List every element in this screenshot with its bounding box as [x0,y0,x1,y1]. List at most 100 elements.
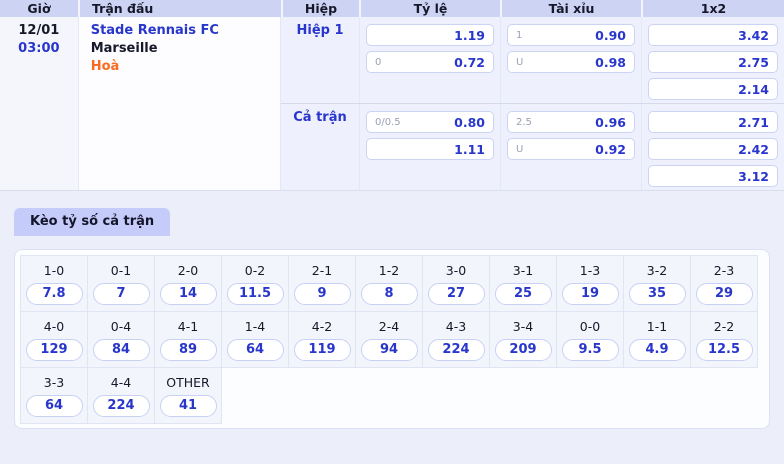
score-odds-button[interactable]: 4.9 [628,339,686,361]
one-x-two-odds-box[interactable]: 2.71 [648,111,778,133]
score-odds-button[interactable]: 19 [561,283,619,305]
period-label: Hiệp 1 [296,23,344,38]
score-odds-cell: 1-3 19 [557,256,624,312]
score-grid: 1-0 7.8 0-1 7 2-0 14 0-2 11.5 2-1 9 1-2 8 3-0 2… [20,255,758,424]
score-odds-cell: 2-3 29 [691,256,758,312]
score-odds-button[interactable]: 11.5 [226,283,284,305]
score-label: 1-2 [378,263,400,278]
score-odds-button[interactable]: 41 [159,395,217,417]
score-odds-button[interactable]: 64 [25,395,83,417]
odds-line: 0 [375,56,382,68]
score-label: 1-1 [646,319,668,334]
score-odds-cell: 2-4 94 [356,312,423,368]
section-first-half: Hiệp 1 1.19 0 0.72 1 0.90 [281,17,784,103]
odds-value: 0.98 [595,54,626,70]
one-x-two-odds-box[interactable]: 2.42 [648,138,778,160]
odds-line: U [516,143,524,155]
score-odds-button[interactable]: 9 [293,283,351,305]
score-label: 0-1 [110,263,132,278]
score-odds-button[interactable]: 64 [226,339,284,361]
handicap-odds-box[interactable]: 0/0.5 0.80 [366,111,494,133]
over-under-odds-box[interactable]: U 0.98 [507,51,635,73]
odds-value: 2.14 [738,81,769,97]
score-odds-cell: 4-4 224 [88,368,155,424]
score-odds-cell: 3-0 27 [423,256,490,312]
over-under-odds-box[interactable]: 2.5 0.96 [507,111,635,133]
odds-line: 1 [516,29,523,41]
score-label: 2-4 [378,319,400,334]
odds-value: 1.19 [454,27,485,43]
away-team: Marseille [90,41,158,56]
tab-full-match-score[interactable]: Kèo tỷ số cả trận [14,208,171,236]
score-odds-button[interactable]: 209 [494,339,552,361]
home-team-link[interactable]: Stade Rennais FC [90,23,219,38]
odds-table: Giờ Trận đấu Hiệp Tỷ lệ Tài xỉu 1x2 12/0… [0,0,784,191]
score-odds-button[interactable]: 29 [695,283,753,305]
one-x-two-odds-box[interactable]: 3.42 [648,24,778,46]
odds-line: U [516,56,524,68]
score-odds-cell: 0-4 84 [88,312,155,368]
score-odds-button[interactable]: 224 [427,339,485,361]
score-odds-button[interactable]: 25 [494,283,552,305]
score-label: 2-1 [311,263,333,278]
odds-value: 2.71 [738,114,769,130]
score-odds-button[interactable]: 129 [25,339,83,361]
score-odds-cell: 3-4 209 [490,312,557,368]
handicap-odds-box[interactable]: 1.11 [366,138,494,160]
score-odds-cell: 0-1 7 [88,256,155,312]
score-odds-button[interactable]: 89 [159,339,217,361]
one-x-two-odds-box[interactable]: 3.12 [648,165,778,187]
score-odds-cell: 1-2 8 [356,256,423,312]
score-odds-cell: OTHER 41 [155,368,222,424]
score-odds-cell: 4-0 129 [21,312,88,368]
over-under-odds-box[interactable]: U 0.92 [507,138,635,160]
score-label: 1-4 [244,319,266,334]
odds-value: 2.75 [738,54,769,70]
score-odds-button[interactable]: 9.5 [561,339,619,361]
score-odds-button[interactable]: 35 [628,283,686,305]
score-odds-button[interactable]: 8 [360,283,418,305]
odds-value: 0.92 [595,141,626,157]
one-x-two-odds-box[interactable]: 2.14 [648,78,778,100]
score-odds-button[interactable]: 119 [293,339,351,361]
odds-value: 0.72 [454,54,485,70]
score-label: 4-1 [177,319,199,334]
score-odds-button[interactable]: 94 [360,339,418,361]
score-label: 3-0 [445,263,467,278]
over-under-odds-box[interactable]: 1 0.90 [507,24,635,46]
score-label: 4-4 [110,375,132,390]
handicap-odds-box[interactable]: 1.19 [366,24,494,46]
odds-value: 3.42 [738,27,769,43]
score-odds-button[interactable]: 7.8 [25,283,83,305]
score-label: 4-0 [43,319,65,334]
odds-value: 0.90 [595,27,626,43]
draw-label: Hoà [90,59,120,74]
period-label: Cả trận [293,110,347,125]
score-odds-cell: 2-1 9 [289,256,356,312]
score-label: 3-2 [646,263,668,278]
score-odds-button[interactable]: 84 [92,339,150,361]
column-header-match: Trận đấu [78,0,281,17]
score-label: 4-3 [445,319,467,334]
score-odds-button[interactable]: 12.5 [695,339,753,361]
score-odds-button[interactable]: 224 [92,395,150,417]
score-odds-cell: 0-0 9.5 [557,312,624,368]
score-label: 2-3 [713,263,735,278]
score-odds-cell: 4-3 224 [423,312,490,368]
match-cell: Stade Rennais FC Marseille Hoà [77,17,280,190]
score-odds-button[interactable]: 14 [159,283,217,305]
score-odds-button[interactable]: 7 [92,283,150,305]
column-header-time: Giờ [27,1,51,16]
odds-value: 0.96 [595,114,626,130]
column-header-period: Hiệp [281,0,359,17]
score-label: 3-3 [43,375,65,390]
handicap-odds-box[interactable]: 0 0.72 [366,51,494,73]
score-odds-cell: 3-3 64 [21,368,88,424]
score-odds-button[interactable]: 27 [427,283,485,305]
score-odds-panel: 1-0 7.8 0-1 7 2-0 14 0-2 11.5 2-1 9 1-2 8 3-0 2… [14,249,770,429]
one-x-two-odds-box[interactable]: 2.75 [648,51,778,73]
column-header-over-under: Tài xỉu [500,0,641,17]
score-odds-cell: 1-4 64 [222,312,289,368]
odds-line: 2.5 [516,116,532,128]
section-full-match: Cả trận 0/0.5 0.80 1.11 2.5 0.96 [281,103,784,190]
